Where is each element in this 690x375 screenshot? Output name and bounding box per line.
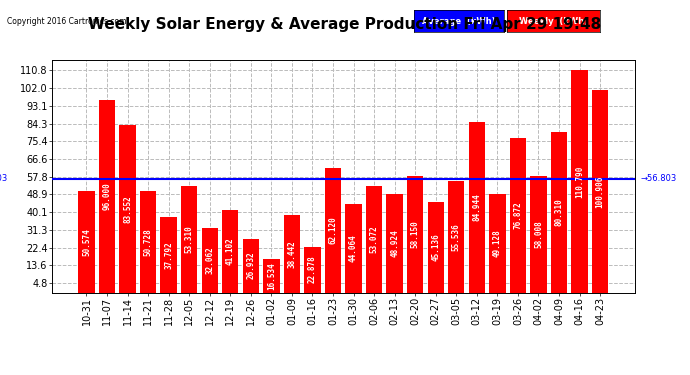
Bar (571, 70, 588, 292)
Text: 83.552: 83.552 (123, 195, 132, 223)
Bar (407, 176, 424, 292)
Bar (530, 176, 546, 292)
Bar (448, 181, 464, 292)
Text: 41.102: 41.102 (226, 237, 235, 265)
Text: 44.064: 44.064 (349, 234, 358, 262)
Text: 80.310: 80.310 (555, 198, 564, 226)
Bar (366, 186, 382, 292)
Text: 45.136: 45.136 (431, 233, 440, 261)
Text: →56.803: →56.803 (640, 174, 677, 183)
Text: 49.128: 49.128 (493, 230, 502, 257)
Text: 84.944: 84.944 (473, 194, 482, 221)
Bar (551, 132, 567, 292)
Bar (222, 210, 239, 292)
Text: 55.536: 55.536 (452, 223, 461, 251)
Bar (428, 202, 444, 292)
Text: 50.728: 50.728 (144, 228, 152, 255)
Bar (181, 186, 197, 292)
Text: ←56.803: ←56.803 (0, 174, 8, 183)
Bar (345, 204, 362, 292)
Text: 110.790: 110.790 (575, 165, 584, 198)
Bar (243, 238, 259, 292)
Bar (284, 216, 300, 292)
Text: 53.072: 53.072 (370, 225, 379, 253)
Bar (119, 125, 136, 292)
Text: 96.000: 96.000 (103, 182, 112, 210)
Text: 22.878: 22.878 (308, 256, 317, 284)
Text: 53.310: 53.310 (185, 225, 194, 253)
Bar (263, 260, 279, 292)
Text: 76.872: 76.872 (513, 202, 522, 229)
Text: 58.150: 58.150 (411, 220, 420, 248)
Bar (201, 228, 218, 292)
Text: 62.120: 62.120 (328, 216, 337, 244)
Bar (78, 191, 95, 292)
Text: Average  (kWh): Average (kWh) (422, 16, 495, 26)
Bar (489, 194, 506, 292)
Bar (386, 195, 403, 292)
Bar (592, 90, 609, 292)
Text: 38.442: 38.442 (288, 240, 297, 268)
Bar (140, 191, 157, 292)
Text: Copyright 2016 Cartronics.com: Copyright 2016 Cartronics.com (7, 17, 126, 26)
Text: 16.534: 16.534 (267, 262, 276, 290)
Bar (510, 138, 526, 292)
Bar (469, 122, 485, 292)
Bar (325, 168, 342, 292)
Text: 100.906: 100.906 (595, 175, 604, 208)
Text: 48.924: 48.924 (390, 230, 399, 257)
Bar (161, 217, 177, 292)
Text: 50.574: 50.574 (82, 228, 91, 256)
Text: 26.932: 26.932 (246, 252, 255, 279)
Bar (304, 247, 321, 292)
Text: 58.008: 58.008 (534, 220, 543, 248)
Text: Weekly Solar Energy & Average Production Fri Apr 29 19:48: Weekly Solar Energy & Average Production… (88, 17, 602, 32)
Text: Weekly  (kWh): Weekly (kWh) (519, 16, 588, 26)
Text: 37.792: 37.792 (164, 241, 173, 268)
Bar (99, 100, 115, 292)
Text: 32.062: 32.062 (205, 246, 214, 274)
